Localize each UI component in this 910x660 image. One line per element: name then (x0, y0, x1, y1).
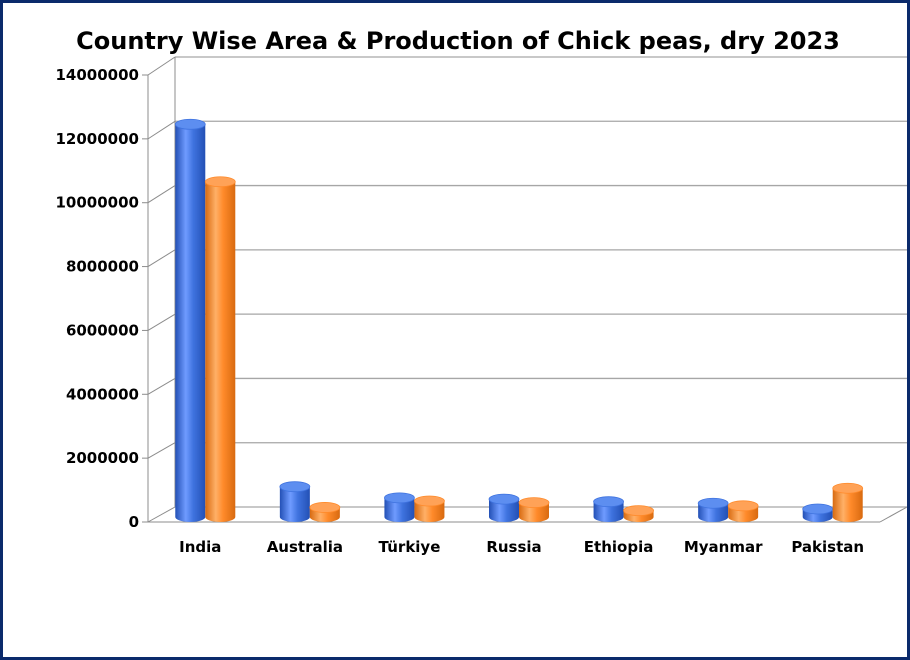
y-tick-label: 6000000 (66, 321, 139, 339)
bar-series-1-russia (489, 499, 519, 522)
bar-top-series-1 (384, 492, 415, 504)
x-tick-label: Ethiopia (584, 538, 654, 556)
x-tick-label: Russia (486, 538, 541, 556)
bar-top-series-1 (174, 118, 206, 130)
bar-top-series-2 (204, 176, 236, 188)
bar-top-series-2 (727, 500, 759, 512)
x-tick-label: Myanmar (684, 538, 763, 556)
y-tick-label: 4000000 (66, 385, 139, 403)
grid-connector (147, 120, 176, 140)
y-tick-label: 2000000 (66, 449, 139, 467)
x-tick-label: Pakistan (791, 538, 864, 556)
bar-top-series-2 (518, 497, 550, 509)
floor-edge (879, 506, 907, 523)
y-tick-label: 8000000 (66, 258, 139, 276)
bar-top-series-1 (802, 503, 834, 515)
bar-top-series-1 (697, 497, 729, 509)
bar-top-series-1 (593, 496, 624, 508)
bar-top-series-2 (832, 482, 864, 494)
grid-connector (147, 313, 176, 331)
bar-series-1-australia (279, 486, 310, 522)
bar-series-2-india (205, 181, 236, 522)
grid-connector (147, 185, 176, 204)
grid-connector (147, 56, 176, 76)
y-tick-label: 12000000 (56, 130, 140, 148)
bar-series-2-russia (519, 502, 549, 522)
bar-top-series-2 (309, 502, 341, 513)
bar-top-series-2 (623, 505, 654, 517)
bar-series-2-türkiye (414, 501, 445, 522)
chart-canvas: 0 2000000 4000000 6000000 8000000 10000000 120… (56, 56, 907, 556)
x-tick-label: Türkiye (378, 538, 440, 556)
grid-connector (147, 249, 176, 267)
y-tick-label: 10000000 (56, 194, 140, 212)
grid-connector (147, 506, 176, 523)
bar-top-series-1 (279, 481, 311, 493)
y-tick-label: 0 (129, 513, 139, 531)
x-tick-label: India (179, 538, 221, 556)
bar-series-1-türkiye (384, 497, 415, 522)
bar-top-series-2 (414, 495, 445, 507)
bar-top-series-1 (488, 493, 520, 505)
bar-series-1-india (175, 124, 206, 523)
bar-series-1-ethiopia (593, 501, 624, 522)
grid-connector (147, 442, 176, 459)
y-tick-label: 14000000 (56, 66, 140, 84)
grid-connector (147, 377, 176, 395)
chart-title: Country Wise Area & Production of Chick … (76, 27, 840, 55)
bar-series-2-pakistan (832, 488, 863, 522)
x-tick-label: Australia (267, 538, 343, 556)
